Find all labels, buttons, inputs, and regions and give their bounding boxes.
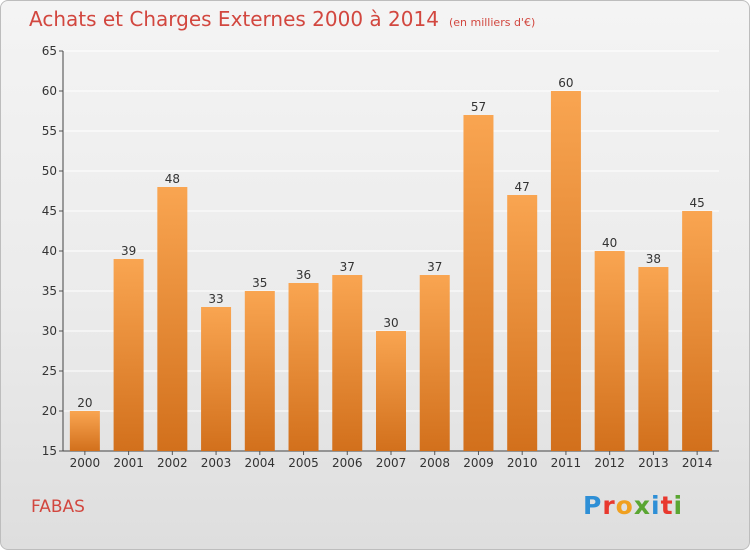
value-label-2001: 39 bbox=[121, 244, 136, 258]
value-label-2008: 37 bbox=[427, 260, 442, 274]
value-label-2005: 36 bbox=[296, 268, 311, 282]
value-label-2014: 45 bbox=[689, 196, 704, 210]
ytick-label-50: 50 bbox=[42, 164, 57, 178]
chart-title: Achats et Charges Externes 2000 à 2014 (e… bbox=[29, 7, 535, 31]
xtick-label-2004: 2004 bbox=[245, 456, 276, 470]
chart-title-text: Achats et Charges Externes 2000 à 2014 bbox=[29, 7, 439, 31]
value-label-2013: 38 bbox=[646, 252, 661, 266]
ytick-label-55: 55 bbox=[42, 124, 57, 138]
value-label-2010: 47 bbox=[515, 180, 530, 194]
logo-letter: t bbox=[660, 491, 674, 520]
value-label-2009: 57 bbox=[471, 100, 486, 114]
xtick-label-2008: 2008 bbox=[419, 456, 450, 470]
bar-2004 bbox=[244, 291, 275, 451]
ytick-label-25: 25 bbox=[42, 364, 57, 378]
bar-2002 bbox=[157, 187, 188, 451]
xtick-label-2001: 2001 bbox=[113, 456, 144, 470]
value-label-2004: 35 bbox=[252, 276, 267, 290]
xtick-label-2000: 2000 bbox=[70, 456, 101, 470]
ytick-label-45: 45 bbox=[42, 204, 57, 218]
logo-letter: o bbox=[615, 491, 634, 520]
bar-2005 bbox=[288, 283, 319, 451]
xtick-label-2006: 2006 bbox=[332, 456, 363, 470]
logo-letter: r bbox=[602, 491, 616, 520]
xtick-label-2012: 2012 bbox=[594, 456, 625, 470]
xtick-label-2007: 2007 bbox=[376, 456, 407, 470]
logo-letter: i bbox=[673, 491, 684, 520]
bar-2013 bbox=[638, 267, 669, 451]
ytick-label-15: 15 bbox=[42, 444, 57, 458]
value-label-2012: 40 bbox=[602, 236, 617, 250]
bar-2003 bbox=[201, 307, 232, 451]
value-label-2002: 48 bbox=[165, 172, 180, 186]
xtick-label-2003: 2003 bbox=[201, 456, 232, 470]
bar-2000 bbox=[69, 411, 100, 451]
proxiti-logo[interactable]: Proxiti bbox=[583, 491, 683, 520]
xtick-label-2010: 2010 bbox=[507, 456, 538, 470]
logo-letter: i bbox=[651, 491, 661, 520]
ytick-label-65: 65 bbox=[42, 44, 57, 58]
bar-2011 bbox=[550, 91, 581, 451]
bar-2008 bbox=[419, 275, 450, 451]
ytick-label-40: 40 bbox=[42, 244, 57, 258]
bar-2007 bbox=[376, 331, 406, 451]
bar-2009 bbox=[463, 115, 494, 451]
chart-unit: (en milliers d'€) bbox=[448, 16, 536, 29]
ytick-label-30: 30 bbox=[42, 324, 57, 338]
bar-2010 bbox=[507, 195, 538, 451]
logo-letter: P bbox=[583, 491, 603, 520]
bar-2006 bbox=[332, 275, 363, 451]
ytick-label-20: 20 bbox=[42, 404, 57, 418]
xtick-label-2011: 2011 bbox=[551, 456, 582, 470]
xtick-label-2005: 2005 bbox=[288, 456, 319, 470]
bar-2014 bbox=[682, 211, 713, 451]
commune-name: FABAS bbox=[31, 497, 85, 517]
value-label-2006: 37 bbox=[340, 260, 355, 274]
value-label-2011: 60 bbox=[558, 76, 573, 90]
bar-2001 bbox=[113, 259, 144, 451]
xtick-label-2002: 2002 bbox=[157, 456, 188, 470]
xtick-label-2014: 2014 bbox=[682, 456, 713, 470]
bar-2012 bbox=[594, 251, 625, 451]
xtick-label-2009: 2009 bbox=[463, 456, 494, 470]
ytick-label-35: 35 bbox=[42, 284, 57, 298]
value-label-2007: 30 bbox=[383, 316, 398, 330]
ytick-label-60: 60 bbox=[42, 84, 57, 98]
value-label-2000: 20 bbox=[77, 396, 92, 410]
logo-letter: x bbox=[633, 491, 651, 520]
xtick-label-2013: 2013 bbox=[638, 456, 669, 470]
value-label-2003: 33 bbox=[208, 292, 223, 306]
